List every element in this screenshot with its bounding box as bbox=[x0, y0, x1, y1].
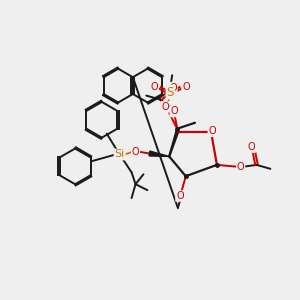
Text: O: O bbox=[176, 191, 184, 201]
Text: O: O bbox=[237, 162, 244, 172]
Text: O: O bbox=[161, 102, 169, 112]
Text: S: S bbox=[167, 85, 174, 99]
Text: O: O bbox=[182, 82, 190, 92]
Polygon shape bbox=[149, 151, 169, 157]
Text: O: O bbox=[248, 142, 255, 152]
Text: O: O bbox=[169, 83, 177, 93]
Text: Si: Si bbox=[115, 149, 125, 160]
Text: O: O bbox=[208, 126, 216, 136]
Text: O: O bbox=[170, 106, 178, 116]
Text: O: O bbox=[132, 146, 139, 157]
Text: O: O bbox=[151, 82, 158, 92]
